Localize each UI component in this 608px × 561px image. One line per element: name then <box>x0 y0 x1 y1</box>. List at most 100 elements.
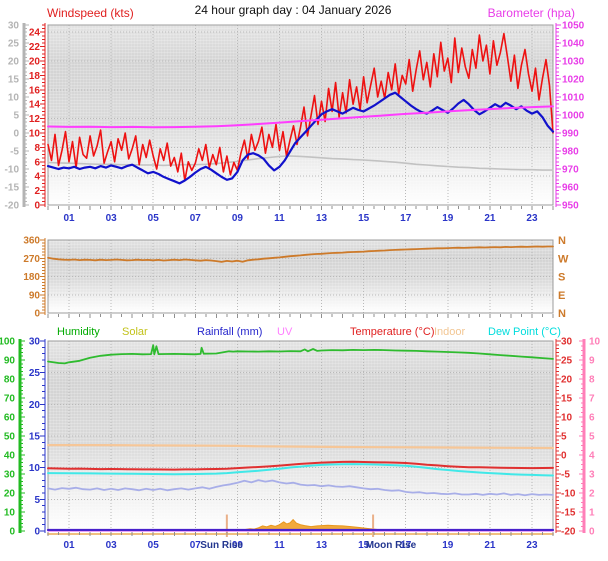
svg-text:07: 07 <box>190 213 202 224</box>
svg-text:07: 07 <box>190 540 202 551</box>
svg-text:19: 19 <box>442 213 454 224</box>
legend-temperature: Temperature (°C) <box>350 326 435 338</box>
svg-text:13: 13 <box>316 540 328 551</box>
svg-text:8: 8 <box>34 143 40 154</box>
svg-text:50: 50 <box>4 432 16 443</box>
svg-text:960: 960 <box>562 183 579 194</box>
svg-text:17: 17 <box>400 213 412 224</box>
svg-text:0: 0 <box>34 309 40 320</box>
svg-text:Sun Rise: Sun Rise <box>200 540 243 551</box>
legend-indoor: Indoor <box>434 326 466 338</box>
svg-text:2: 2 <box>589 489 595 500</box>
legend-rainfall: Rainfall (mm) <box>197 326 263 338</box>
legend-dew-point: Dew Point (°C) <box>488 326 561 338</box>
svg-text:N: N <box>558 308 566 320</box>
svg-text:270: 270 <box>23 254 40 265</box>
svg-text:1050: 1050 <box>562 21 585 32</box>
svg-text:18: 18 <box>29 71 41 82</box>
legend: Humidity Solar Rainfall (mm) UV Temperat… <box>0 326 608 341</box>
svg-text:1020: 1020 <box>562 75 585 86</box>
svg-text:E: E <box>558 290 565 302</box>
svg-text:10: 10 <box>8 93 20 104</box>
svg-text:80: 80 <box>4 375 16 386</box>
svg-text:09: 09 <box>232 540 244 551</box>
svg-text:20: 20 <box>29 400 41 411</box>
svg-text:4: 4 <box>34 172 40 183</box>
svg-text:12: 12 <box>29 114 41 125</box>
svg-text:13: 13 <box>316 213 328 224</box>
svg-text:23: 23 <box>526 540 538 551</box>
svg-text:60: 60 <box>4 413 16 424</box>
svg-text:W: W <box>558 253 569 265</box>
svg-text:1000: 1000 <box>562 111 585 122</box>
svg-text:15: 15 <box>8 75 20 86</box>
svg-text:09: 09 <box>232 213 244 224</box>
svg-text:40: 40 <box>4 451 16 462</box>
svg-text:0: 0 <box>589 527 595 538</box>
svg-text:20: 20 <box>561 375 573 386</box>
svg-text:100: 100 <box>0 337 15 348</box>
svg-text:11: 11 <box>274 213 285 224</box>
svg-text:15: 15 <box>358 213 370 224</box>
svg-text:70: 70 <box>4 394 16 405</box>
svg-text:15: 15 <box>29 432 41 443</box>
svg-text:10: 10 <box>29 129 41 140</box>
svg-text:6: 6 <box>34 157 40 168</box>
svg-text:20: 20 <box>8 57 20 68</box>
svg-text:6: 6 <box>589 413 595 424</box>
svg-text:30: 30 <box>8 21 20 32</box>
svg-text:20: 20 <box>4 489 16 500</box>
svg-text:17: 17 <box>400 540 412 551</box>
svg-text:180: 180 <box>23 272 40 283</box>
barometer-axis-title: Barometer (hpa) <box>487 6 575 20</box>
svg-text:-15: -15 <box>561 508 576 519</box>
legend-uv: UV <box>277 326 293 338</box>
svg-text:30: 30 <box>4 470 16 481</box>
svg-text:20: 20 <box>29 57 41 68</box>
svg-text:1010: 1010 <box>562 93 585 104</box>
svg-text:1040: 1040 <box>562 39 585 50</box>
svg-text:3: 3 <box>589 470 595 481</box>
svg-text:14: 14 <box>29 100 41 111</box>
svg-text:7: 7 <box>589 394 595 405</box>
svg-text:Moon Rise: Moon Rise <box>366 540 417 551</box>
windspeed-axis-title: Windspeed (kts) <box>47 6 134 20</box>
svg-text:0: 0 <box>9 527 15 538</box>
svg-text:10: 10 <box>29 463 41 474</box>
svg-text:2: 2 <box>34 186 40 197</box>
svg-text:8: 8 <box>589 375 595 386</box>
svg-text:5: 5 <box>13 111 19 122</box>
svg-text:21: 21 <box>484 213 496 224</box>
svg-text:03: 03 <box>106 213 118 224</box>
svg-text:30: 30 <box>29 337 41 348</box>
svg-text:10: 10 <box>4 508 16 519</box>
svg-text:-10: -10 <box>561 489 576 500</box>
svg-text:360: 360 <box>23 236 40 247</box>
svg-text:05: 05 <box>148 540 160 551</box>
legend-humidity: Humidity <box>57 326 100 338</box>
svg-text:-15: -15 <box>5 183 20 194</box>
svg-text:-20: -20 <box>5 201 20 212</box>
svg-text:10: 10 <box>561 413 573 424</box>
svg-text:950: 950 <box>562 201 579 212</box>
svg-text:16: 16 <box>29 85 41 96</box>
svg-text:-5: -5 <box>561 470 570 481</box>
svg-text:980: 980 <box>562 147 579 158</box>
svg-text:970: 970 <box>562 165 579 176</box>
svg-text:19: 19 <box>442 540 454 551</box>
svg-text:S: S <box>558 272 565 284</box>
svg-text:N: N <box>558 235 566 247</box>
svg-text:15: 15 <box>561 394 573 405</box>
svg-text:90: 90 <box>29 290 41 301</box>
svg-text:4: 4 <box>589 451 595 462</box>
svg-text:1: 1 <box>589 508 595 519</box>
svg-text:-20: -20 <box>561 527 576 538</box>
svg-text:23: 23 <box>526 213 538 224</box>
svg-text:-5: -5 <box>10 147 19 158</box>
svg-text:01: 01 <box>63 213 75 224</box>
svg-text:90: 90 <box>4 356 16 367</box>
svg-text:5: 5 <box>34 495 40 506</box>
svg-text:05: 05 <box>148 213 160 224</box>
